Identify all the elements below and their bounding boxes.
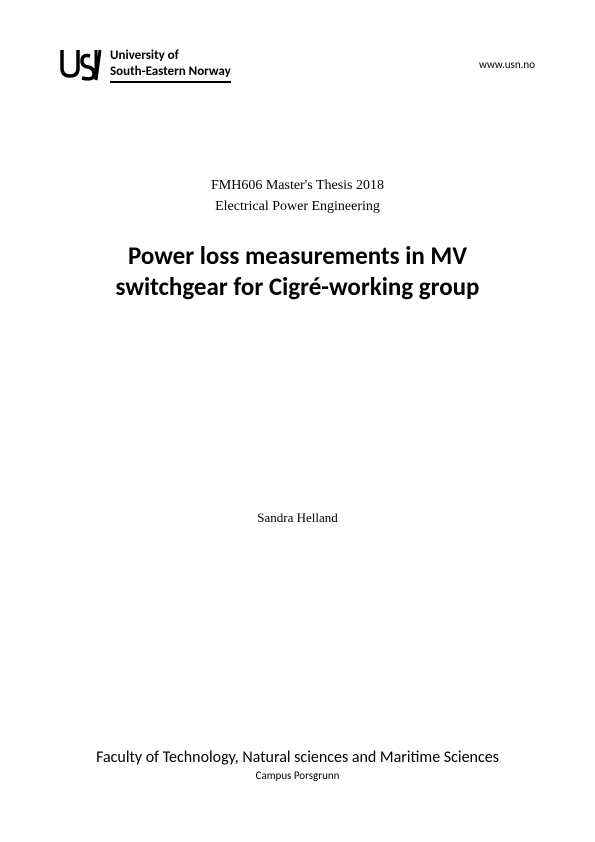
footer: Faculty of Technology, Natural sciences …: [0, 748, 595, 782]
thesis-info: FMH606 Master's Thesis 2018 Electrical P…: [0, 175, 595, 217]
header: University of South-Eastern Norway www.u…: [0, 48, 595, 84]
program-line: Electrical Power Engineering: [0, 196, 595, 217]
logo-line1: University of: [110, 48, 231, 64]
thesis-title: Power loss measurements in MV switchgear…: [0, 240, 595, 303]
faculty-name: Faculty of Technology, Natural sciences …: [0, 748, 595, 767]
usn-logo-icon: [60, 48, 102, 84]
course-line: FMH606 Master's Thesis 2018: [0, 175, 595, 196]
logo-line2: South-Eastern Norway: [110, 64, 231, 84]
website-url: www.usn.no: [479, 58, 535, 71]
author-name: Sandra Helland: [0, 510, 595, 526]
title-line2: switchgear for Cigré-working group: [60, 271, 535, 302]
logo-group: University of South-Eastern Norway: [60, 48, 231, 84]
title-line1: Power loss measurements in MV: [60, 240, 535, 271]
campus-name: Campus Porsgrunn: [0, 769, 595, 782]
logo-text: University of South-Eastern Norway: [110, 48, 231, 83]
